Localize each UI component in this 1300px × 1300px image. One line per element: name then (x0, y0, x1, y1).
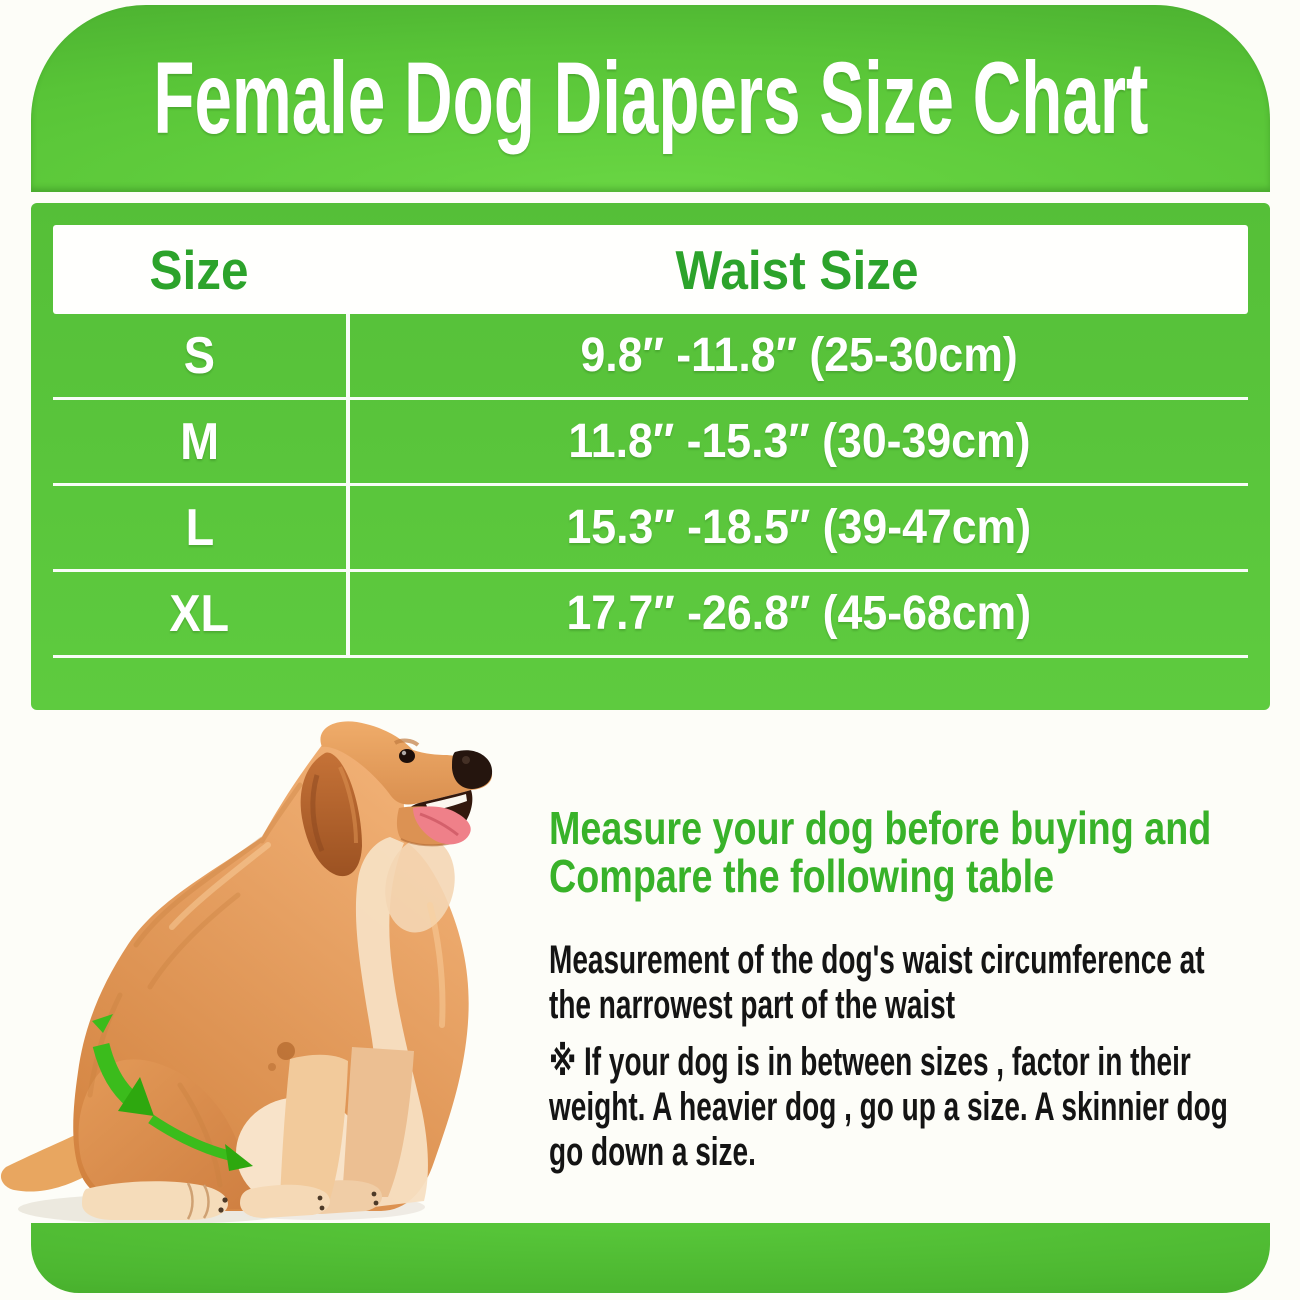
column-divider (346, 314, 350, 397)
table-row-m: M 11.8″ -15.3″ (30-39cm) (53, 400, 1248, 486)
column-divider (346, 400, 350, 483)
note-line: weight. A heavier dog , go up a size. A … (549, 1085, 1228, 1129)
measure-heading: Measure your dog before buying and Compa… (549, 804, 1300, 900)
size-table-header: Size Waist Size (53, 225, 1248, 314)
heading-line: Compare the following table (549, 850, 1055, 902)
size-cell: XL (169, 584, 230, 643)
note-line: go down a size. (549, 1130, 756, 1174)
footer-bar (31, 1223, 1270, 1293)
size-table-body: S 9.8″ -11.8″ (25-30cm) M 11.8″ -15.3″ (… (53, 314, 1248, 658)
waist-measure-arrows-icon (92, 1014, 253, 1171)
table-row-xl: XL 17.7″ -26.8″ (45-68cm) (53, 572, 1248, 658)
heading-line: Measure your dog before buying and (549, 802, 1212, 854)
page-title: Female Dog Diapers Size Chart (152, 41, 1149, 155)
waist-cell: 11.8″ -15.3″ (30-39cm) (567, 415, 1031, 468)
measure-arrow-2 (148, 1114, 233, 1161)
size-cell: S (183, 326, 216, 385)
dog-illustration (0, 715, 520, 1230)
waist-cell: 9.8″ -11.8″ (25-30cm) (580, 329, 1018, 382)
table-row-s: S 9.8″ -11.8″ (25-30cm) (53, 314, 1248, 400)
size-cell: M (179, 412, 219, 471)
dog-eye (399, 749, 415, 763)
dog-front-leg-near (280, 1054, 348, 1199)
column-divider (346, 572, 350, 655)
dog-front-paw-near (240, 1184, 330, 1218)
sitting-golden-retriever-icon (0, 721, 493, 1224)
waist-cell: 15.3″ -18.5″ (39-47cm) (566, 501, 1032, 554)
paragraph-line: the narrowest part of the waist (549, 983, 956, 1027)
belly-spot (277, 1042, 295, 1060)
column-header-size: Size (149, 238, 250, 301)
measurement-paragraph: Measurement of the dog's waist circumfer… (549, 938, 1300, 1028)
column-divider (346, 486, 350, 569)
note-line: ※ If your dog is in between sizes , fact… (549, 1040, 1191, 1084)
table-row-l: L 15.3″ -18.5″ (39-47cm) (53, 486, 1248, 572)
dog-chest (355, 837, 428, 1207)
waist-cell: 17.7″ -26.8″ (45-68cm) (566, 587, 1032, 640)
title-banner: Female Dog Diapers Size Chart (31, 5, 1270, 192)
paragraph-line: Measurement of the dog's waist circumfer… (549, 938, 1205, 982)
sizing-note-paragraph: ※ If your dog is in between sizes , fact… (549, 1040, 1300, 1175)
size-table: Size Waist Size S 9.8″ -11.8″ (25-30cm) … (31, 203, 1270, 710)
column-header-waist: Waist Size (675, 238, 919, 301)
dog-front-leg-far (342, 1047, 414, 1197)
size-cell: L (185, 498, 214, 557)
dog-tail (0, 1131, 91, 1192)
